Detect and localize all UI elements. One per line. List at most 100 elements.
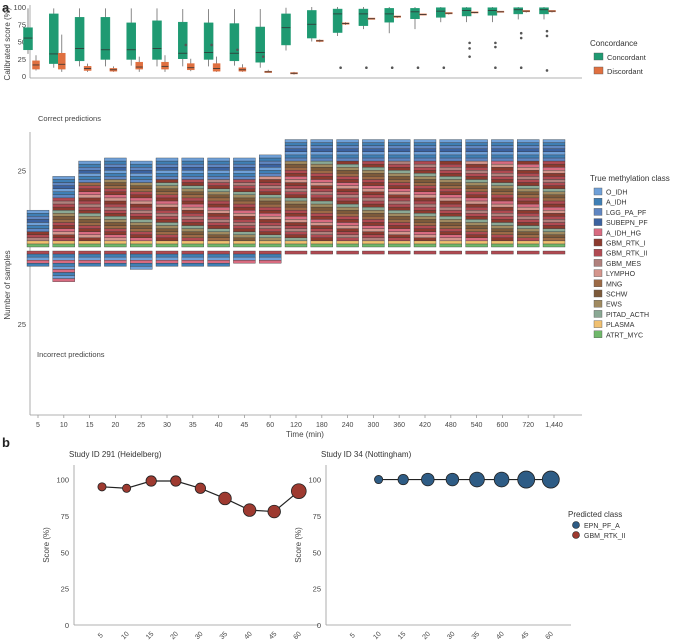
bar-segment-correct <box>336 160 359 165</box>
bar-segment-correct <box>259 179 282 183</box>
bar-segment-correct <box>181 206 204 211</box>
legend-marker <box>572 521 580 529</box>
bar-segment-correct <box>130 163 153 168</box>
bar-segment-correct <box>517 173 540 177</box>
bar-segment-correct <box>413 200 437 205</box>
bar-segment-correct <box>413 216 437 220</box>
bar-segment-correct <box>130 173 153 177</box>
bar-segment-correct <box>336 203 359 208</box>
bar-segment-correct <box>542 219 566 223</box>
legend-swatch <box>593 259 603 267</box>
bar-segment-correct <box>284 243 308 248</box>
bar-segment-incorrect <box>104 253 127 258</box>
bar-segment-correct <box>26 234 50 238</box>
bar-segment-correct <box>233 243 256 248</box>
bar-segment-correct <box>259 167 282 171</box>
bar-segment-correct <box>517 151 540 156</box>
bar-segment-correct <box>78 216 101 220</box>
data-point <box>97 482 107 492</box>
bar-segment-correct <box>52 179 75 183</box>
bar-segment-correct <box>491 176 514 180</box>
y-tick-label: 0 <box>22 72 26 81</box>
bar-segment-correct <box>181 176 204 180</box>
bar-segment-correct <box>233 188 256 192</box>
bar-segment-correct <box>362 197 385 202</box>
bar-segment-correct <box>491 191 514 195</box>
bar-segment-correct <box>78 222 101 226</box>
bar-segment-incorrect <box>233 253 256 258</box>
bar-segment-correct <box>155 216 179 220</box>
bar-segment-correct <box>336 145 359 149</box>
bar-segment-correct <box>388 139 411 143</box>
bar-segment-incorrect <box>78 263 101 267</box>
bar-segment-incorrect <box>52 250 75 255</box>
bar-segment-correct <box>181 240 204 245</box>
bar-segment-correct <box>78 176 101 180</box>
bar-segment-correct <box>542 142 566 146</box>
y-tick-label: 50 <box>61 548 69 557</box>
bar-segment-correct <box>517 163 540 168</box>
bar-segment-correct <box>362 163 385 168</box>
bar-segment-correct <box>181 219 204 223</box>
box-concordant <box>74 17 85 62</box>
bar-segment-correct <box>465 142 488 146</box>
bar-segment-correct <box>130 213 153 217</box>
bar-segment-correct <box>78 185 101 189</box>
x-tick-label: 10 <box>60 422 68 429</box>
bar-segment-correct <box>388 176 411 180</box>
bar-segment-correct <box>413 213 437 217</box>
bar-segment-correct <box>207 157 230 162</box>
bar-segment-correct <box>181 170 204 174</box>
bar-segment-correct <box>233 197 256 202</box>
outlier-point <box>468 41 471 45</box>
bar-segment-correct <box>465 139 488 143</box>
legend-label: MNG <box>606 281 622 288</box>
bar-segment-correct <box>130 188 153 192</box>
bar-segment-correct <box>413 151 437 156</box>
bar-segment-correct <box>104 167 127 171</box>
bar-segment-correct <box>52 219 75 223</box>
bar-segment-correct <box>78 203 101 208</box>
bar-segment-incorrect <box>130 250 153 255</box>
bar-segment-correct <box>233 234 256 238</box>
bar-segment-correct <box>310 170 333 174</box>
bar-segment-correct <box>104 191 127 195</box>
bar-segment-incorrect <box>155 260 179 264</box>
bar-segment-correct <box>181 163 204 168</box>
bar-segment-correct <box>413 163 437 168</box>
bar-segment-correct <box>517 200 540 205</box>
legend-label: PITAD_ACTH <box>606 312 649 319</box>
bar-segment-incorrect <box>207 260 230 264</box>
bar-segment-incorrect <box>491 250 514 255</box>
bar-segment-correct <box>517 225 540 229</box>
bar-segment-correct <box>233 185 256 189</box>
outlier-point <box>416 66 420 70</box>
bar-segment-correct <box>491 222 514 226</box>
bar-segment-correct <box>207 240 230 245</box>
x-tick-label: 10 <box>120 631 131 640</box>
bar-segment-incorrect <box>259 260 282 264</box>
bar-segment-correct <box>413 222 437 226</box>
bar-segment-correct <box>259 154 282 159</box>
bar-segment-correct <box>542 176 566 180</box>
x-tick-label: 20 <box>422 631 433 640</box>
bar-segment-correct <box>362 237 385 242</box>
bar-segment-correct <box>439 222 462 226</box>
bar-segment-correct <box>362 145 385 149</box>
outlier-point <box>390 66 394 70</box>
bar-segment-correct <box>542 170 566 174</box>
bar-segment-correct <box>259 222 282 226</box>
bar-segment-correct <box>336 225 359 229</box>
bar-segment-correct <box>542 200 566 205</box>
bar-segment-correct <box>465 145 488 149</box>
bar-segment-correct <box>439 237 462 242</box>
x-tick-label: 180 <box>316 422 328 429</box>
legend-label: O_IDH <box>606 190 627 197</box>
bar-segment-correct <box>517 142 540 146</box>
bar-segment-correct <box>465 216 488 220</box>
bar-segment-correct <box>465 234 488 238</box>
y-tick-label: 100 <box>56 476 69 485</box>
bar-segment-correct <box>517 228 540 232</box>
bar-segment-correct <box>104 157 127 162</box>
